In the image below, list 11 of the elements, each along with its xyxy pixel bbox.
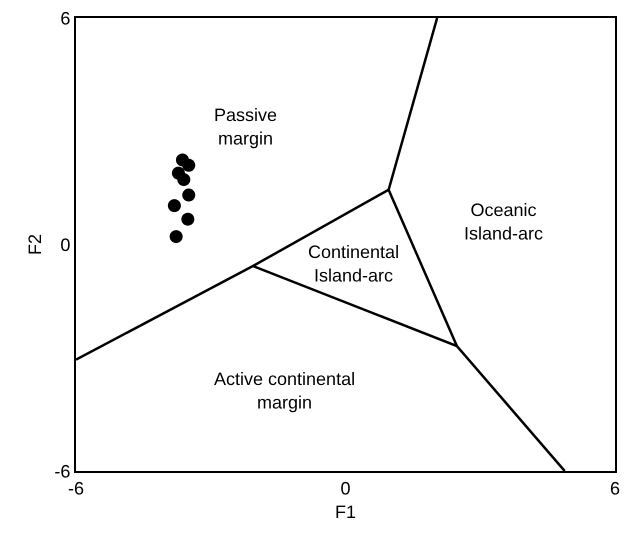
annotation: Oceanic Island-arc: [464, 200, 544, 244]
x-tick-label: 0: [340, 478, 351, 499]
annotation: Passive margin: [214, 105, 278, 148]
annotation: Active continental margin: [214, 369, 356, 412]
x-axis-title: F1: [334, 502, 356, 522]
y-axis-title: F2: [25, 234, 46, 256]
y-tick-label: -6: [54, 461, 70, 482]
y-tick-label: 0: [60, 234, 70, 255]
annotation: Continental Island-arc: [308, 242, 400, 286]
x-tick-label: 6: [610, 478, 620, 499]
y-tick-label: 6: [60, 8, 70, 28]
